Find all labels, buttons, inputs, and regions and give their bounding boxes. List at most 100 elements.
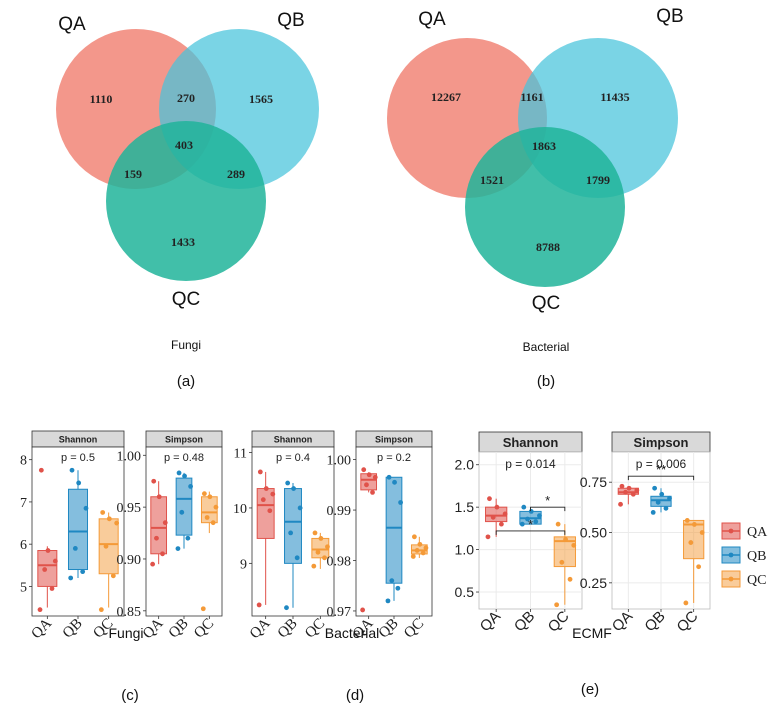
xtick-label-e1-0: QA — [477, 608, 504, 635]
legend-key-point-qb — [728, 552, 734, 558]
point-e1-1-1 — [533, 519, 539, 524]
point-c1-0-5 — [38, 467, 44, 473]
point-d2-2-2 — [414, 548, 420, 553]
point-e2-0-1 — [630, 491, 636, 497]
xtick-label-c2-2: QC — [191, 616, 217, 642]
point-c2-2-5 — [201, 491, 207, 497]
legend: QA QB QC — [721, 522, 768, 588]
point-d1-1-0 — [284, 605, 289, 611]
venn-bacterial-circle-qc — [465, 127, 625, 287]
box-c1-qb — [67, 488, 89, 571]
caption-fungi-box: Fungi — [108, 625, 143, 641]
point-d2-0-1 — [370, 490, 375, 495]
strip-label-d1: Shannon — [274, 435, 313, 445]
point-c1-0-3 — [52, 558, 58, 564]
signif-bracket-e1-1 — [530, 506, 566, 512]
point-d1-1-2 — [288, 530, 294, 536]
point-c1-1-5 — [69, 467, 75, 473]
point-c2-2-0 — [200, 606, 206, 612]
venn-fungi-label-qa: QA — [58, 14, 86, 35]
point-d1-2-5 — [312, 530, 318, 536]
point-e1-0-0 — [485, 534, 491, 540]
pvalue-d1: p = 0.4 — [276, 452, 310, 464]
point-d1-0-4 — [263, 486, 269, 491]
xtick-label-c2-0: QA — [140, 615, 167, 642]
ytick-label-c2-0: 0.85 — [117, 605, 142, 620]
ytick-label-c1-1: 6 — [20, 538, 27, 553]
venn-bacterial-count-all: 1863 — [532, 139, 556, 153]
point-d2-1-4 — [392, 479, 397, 485]
point-c2-0-5 — [151, 478, 157, 484]
point-e1-1-5 — [521, 504, 527, 510]
pvalue-e1: p = 0.014 — [505, 457, 556, 471]
xtick-label-d2-2: QC — [401, 616, 427, 642]
strip-label-e1: Shannon — [503, 435, 559, 450]
point-e2-2-2 — [688, 540, 694, 545]
panel-label-b: (b) — [537, 373, 555, 390]
point-c1-2-0 — [98, 607, 104, 613]
signif-label-e1-0: * — [528, 517, 533, 532]
ytick-label-c1-3: 8 — [20, 454, 27, 469]
point-e1-0-3 — [502, 511, 508, 517]
point-d2-1-3 — [398, 500, 403, 505]
ytick-label-c1-2: 7 — [20, 496, 27, 511]
point-c1-1-0 — [68, 575, 74, 581]
point-d2-2-5 — [411, 534, 417, 540]
venn-fungi-count-qa-only: 1110 — [90, 92, 113, 106]
ytick-label-d1-2: 11 — [234, 447, 247, 462]
point-c1-2-2 — [103, 543, 109, 549]
point-d2-2-3 — [423, 545, 429, 551]
xtick-label-d2-1: QB — [376, 616, 402, 642]
legend-label-qc: QC — [747, 573, 766, 588]
point-e2-2-5 — [684, 518, 690, 523]
point-c1-2-1 — [110, 573, 116, 579]
point-e2-0-3 — [634, 487, 640, 493]
point-d1-2-2 — [315, 549, 321, 555]
point-d1-2-4 — [318, 536, 324, 541]
legend-label-qa: QA — [747, 525, 768, 540]
point-e2-0-2 — [623, 489, 628, 495]
point-c1-1-4 — [76, 480, 82, 486]
point-e1-0-5 — [487, 496, 492, 502]
point-c2-2-3 — [213, 504, 219, 510]
venn-bacterial-count-qb-only: 11435 — [600, 90, 629, 104]
venn-fungi-count-all: 403 — [175, 138, 193, 152]
point-c2-0-1 — [160, 551, 165, 557]
point-c1-2-4 — [106, 516, 112, 522]
xtick-label-d1-0: QA — [247, 615, 274, 642]
ytick-label-e2-0: 0.25 — [580, 575, 607, 591]
box-c1-qc — [98, 518, 119, 575]
venn-fungi-count-qb-only: 1565 — [249, 92, 273, 106]
point-d1-0-2 — [260, 497, 266, 503]
point-c2-0-0 — [150, 561, 156, 567]
point-c2-1-5 — [176, 470, 182, 476]
venn-fungi-label-qc: QC — [172, 289, 201, 310]
strip-label-d2: Simpson — [375, 435, 413, 445]
venn-bacterial-count-qc-only: 8788 — [536, 240, 560, 254]
point-d1-2-0 — [311, 563, 317, 569]
point-e1-2-5 — [555, 521, 561, 527]
pvalue-c2: p = 0.48 — [164, 452, 204, 464]
box-c2-qc — [200, 496, 218, 524]
strip-label-c1: Shannon — [59, 435, 98, 445]
point-e1-2-2 — [559, 559, 565, 565]
venn-fungi-count-qa-qb: 270 — [177, 91, 195, 105]
box-c2-qa — [150, 496, 168, 555]
venn-fungi-caption: Fungi — [171, 338, 201, 352]
point-c1-2-3 — [114, 520, 120, 526]
point-e1-1-3 — [537, 513, 542, 519]
ytick-label-d1-1: 10 — [233, 502, 247, 517]
point-c1-0-0 — [37, 607, 43, 613]
point-d1-2-3 — [325, 544, 330, 550]
point-e2-1-0 — [650, 509, 656, 515]
pvalue-d2: p = 0.2 — [377, 452, 411, 464]
point-c2-0-3 — [162, 520, 168, 526]
point-c2-1-1 — [185, 535, 191, 541]
point-c1-0-2 — [42, 567, 48, 572]
point-c2-1-0 — [175, 546, 181, 552]
point-e1-0-2 — [490, 514, 496, 520]
caption-bacterial-box: Bacterial — [325, 625, 379, 641]
